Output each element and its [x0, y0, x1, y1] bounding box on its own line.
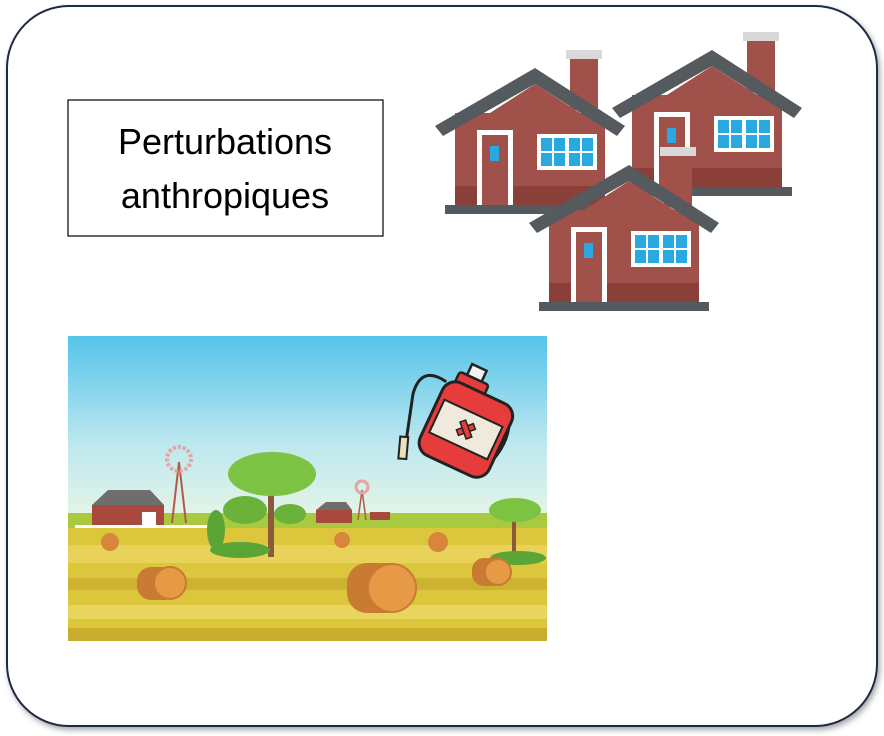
label-line: anthropiques [121, 175, 329, 216]
label-line: Perturbations [118, 121, 332, 162]
page: {"label": {"lines": ["Perturbations", "a… [0, 0, 884, 736]
canvas: Perturbations anthropiques [0, 0, 884, 736]
